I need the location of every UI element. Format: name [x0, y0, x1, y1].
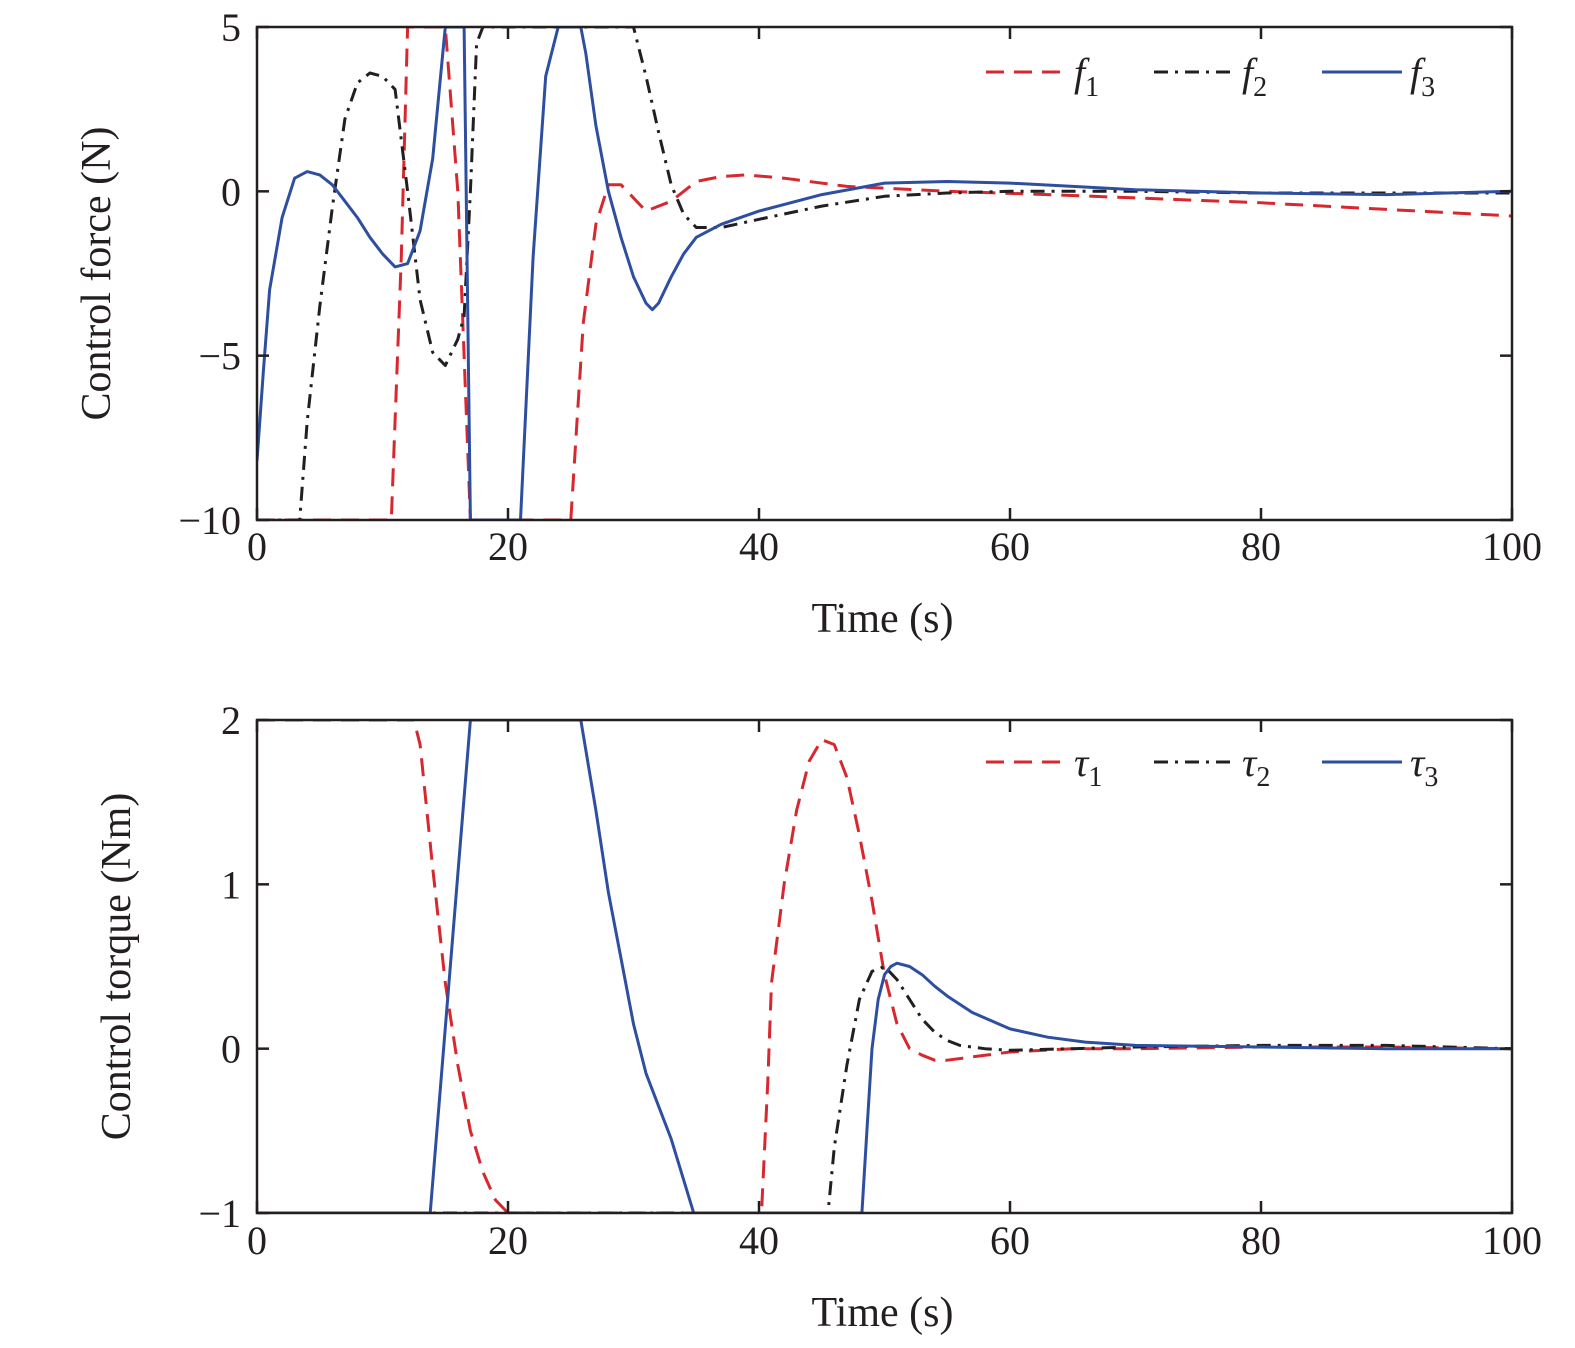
- legend: τ1 τ2 τ3: [986, 740, 1438, 793]
- x-tick-label: 20: [488, 1218, 528, 1263]
- series-line-1: [257, 26, 1512, 521]
- y-tick-label: −5: [198, 334, 241, 379]
- legend-symbol: τ: [1242, 740, 1258, 785]
- plot-frame: [255, 718, 1514, 1215]
- legend-subscript: 2: [1256, 762, 1270, 793]
- chart-panel-1: 0 20 40 60 80 100 5 0 −5 −10 Time (s) Control force…: [74, 5, 1542, 642]
- legend-subscript: 3: [1424, 762, 1438, 793]
- x-axis-label: Time (s): [812, 1290, 954, 1336]
- legend-entry: τ2: [1242, 740, 1270, 793]
- x-tick-label: 0: [247, 524, 267, 569]
- series-group: [257, 719, 1512, 1214]
- x-tick-label: 80: [1241, 1218, 1281, 1263]
- y-tick-label: 0: [221, 169, 241, 214]
- series-line-2: [257, 965, 1512, 1214]
- y-axis-label: Control torque (Nm): [94, 793, 140, 1141]
- x-tick-label: 100: [1482, 524, 1542, 569]
- y-tick-label: −1: [198, 1191, 241, 1236]
- x-tick-label: 0: [247, 1218, 267, 1263]
- legend-entry: f1: [1074, 50, 1099, 103]
- series-line-3: [257, 26, 1512, 521]
- legend-subscript: 1: [1088, 762, 1102, 793]
- x-tick-label: 100: [1482, 1218, 1542, 1263]
- legend-subscript: 1: [1085, 72, 1099, 103]
- legend: f1 f2 f3: [986, 50, 1435, 103]
- x-axis-label: Time (s): [812, 596, 954, 642]
- x-tick-label: 60: [990, 1218, 1030, 1263]
- x-tick-label: 80: [1241, 524, 1281, 569]
- legend-symbol: τ: [1410, 740, 1426, 785]
- x-tick-label: 40: [739, 524, 779, 569]
- series-line-1: [257, 719, 1512, 1214]
- x-tick-label: 40: [739, 1218, 779, 1263]
- legend-entry: τ3: [1410, 740, 1438, 793]
- x-tick-label: 60: [990, 524, 1030, 569]
- series-group: [257, 26, 1512, 521]
- x-tick-label: 20: [488, 524, 528, 569]
- series-line-3: [257, 719, 1512, 1214]
- y-tick-label: −10: [178, 498, 241, 543]
- series-line-2: [257, 26, 1512, 521]
- y-axis-label: Control force (N): [74, 127, 120, 421]
- legend-entry: τ1: [1074, 740, 1102, 793]
- y-tick-label: 5: [221, 5, 241, 50]
- legend-entry: f2: [1242, 50, 1267, 103]
- legend-symbol: τ: [1074, 740, 1090, 785]
- legend-subscript: 3: [1421, 72, 1435, 103]
- legend-subscript: 2: [1253, 72, 1267, 103]
- legend-entry: f3: [1410, 50, 1435, 103]
- y-tick-label: 0: [221, 1027, 241, 1072]
- y-tick-label: 2: [221, 698, 241, 743]
- y-tick-label: 1: [221, 862, 241, 907]
- plot-frame: [255, 25, 1514, 522]
